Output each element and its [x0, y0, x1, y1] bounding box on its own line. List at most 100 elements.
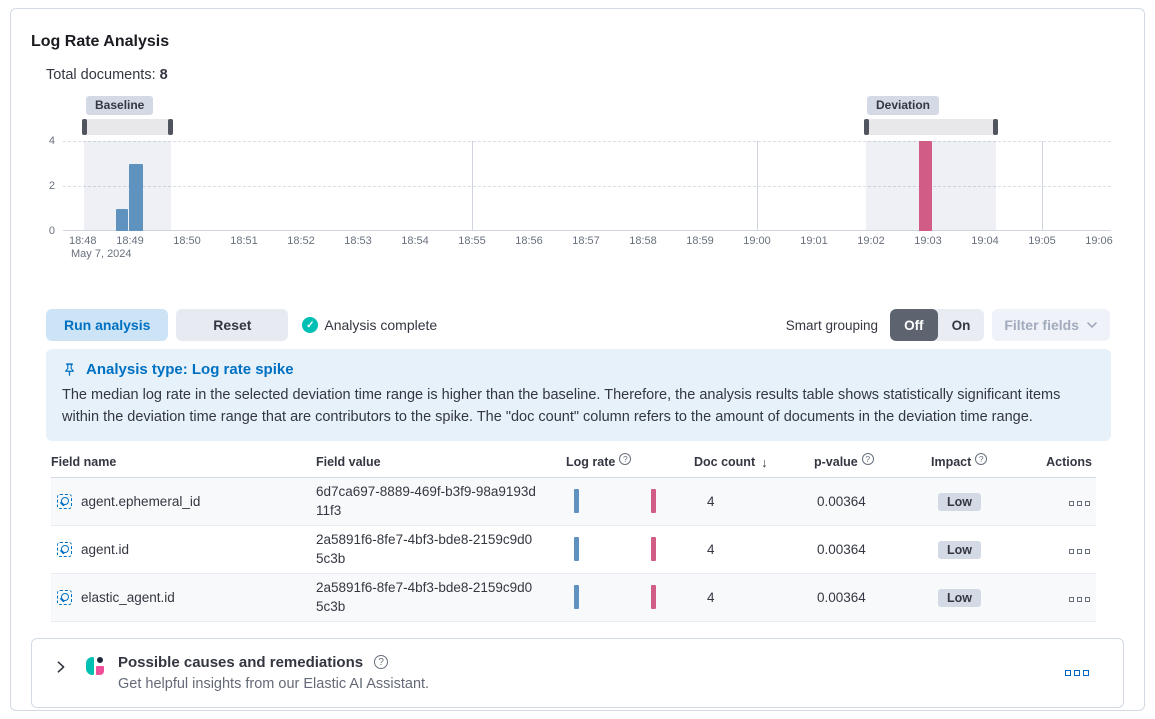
- elastic-ai-assistant-icon: [86, 656, 104, 675]
- log-rate-mini-chart: [566, 529, 694, 570]
- p-value: 0.00364: [817, 541, 866, 557]
- y-axis-tick-label: 0: [48, 225, 55, 237]
- header-field-name[interactable]: Field name: [51, 455, 117, 469]
- smart-grouping-on-button[interactable]: On: [951, 317, 971, 333]
- actions-menu-icon[interactable]: [1069, 596, 1090, 602]
- deviation-badge: Deviation: [867, 96, 940, 115]
- header-actions: Actions: [1046, 455, 1092, 469]
- total-documents: Total documents: 8: [46, 67, 1124, 83]
- impact-help-icon[interactable]: ?: [975, 453, 988, 465]
- x-tick-label: 19:04: [971, 235, 999, 247]
- header-doc-count[interactable]: Doc count ↓: [694, 454, 768, 470]
- footer-text: Possible causes and remediations ? Get h…: [118, 654, 429, 692]
- smart-grouping-off-button[interactable]: Off: [890, 309, 938, 341]
- table-row[interactable]: agent.ephemeral_id 6d7ca697-8889-469f-b3…: [51, 477, 1096, 526]
- baseline-brush-left-handle[interactable]: [82, 119, 87, 135]
- footer-title: Possible causes and remediations: [118, 653, 364, 671]
- y-axis-tick-label: 4: [48, 135, 55, 147]
- baseline-brush-right-handle[interactable]: [168, 119, 173, 135]
- deviation-brush-right-handle[interactable]: [993, 119, 998, 135]
- x-tick-label: 18:49: [116, 235, 144, 247]
- gridline-y2: [63, 186, 1111, 187]
- analysis-status: ✓ Analysis complete: [302, 317, 437, 333]
- field-name: agent.id: [81, 541, 130, 557]
- log-rate-mini-chart: [566, 481, 694, 522]
- x-tick-label: 18:59: [686, 235, 714, 247]
- footer-subtitle: Get helpful insights from our Elastic AI…: [118, 675, 430, 692]
- chevron-right-icon[interactable]: [54, 660, 68, 674]
- x-tick-label: 18:56: [515, 235, 543, 247]
- deviation-brush-left-handle[interactable]: [864, 119, 869, 135]
- reset-button[interactable]: Reset: [176, 309, 289, 341]
- right-controls: Smart grouping Off On Filter fields: [786, 309, 1124, 341]
- header-log-rate[interactable]: Log rate?: [566, 453, 694, 469]
- x-tick-label: 18:50: [173, 235, 201, 247]
- header-p-value[interactable]: p-value?: [814, 453, 931, 469]
- smart-grouping-label: Smart grouping: [785, 317, 879, 333]
- y-axis-tick-label: 2: [48, 180, 55, 192]
- x-tick-label: 18:51: [230, 235, 258, 247]
- smart-grouping-toggle: Off On: [890, 309, 985, 341]
- field-filter-icon[interactable]: [57, 541, 72, 557]
- pin-icon: [65, 363, 74, 377]
- possible-causes-panel[interactable]: Possible causes and remediations ? Get h…: [31, 637, 1124, 708]
- filter-fields-button[interactable]: Filter fields: [992, 309, 1110, 341]
- header-impact[interactable]: Impact?: [931, 453, 1041, 469]
- filter-fields-label: Filter fields: [1004, 317, 1079, 333]
- page-title: Log Rate Analysis: [31, 33, 170, 50]
- table-row[interactable]: agent.id 2a5891f6-8fe7-4bf3-bde8-2159c9d…: [51, 526, 1096, 574]
- log-rate-baseline-bar: [574, 489, 579, 514]
- results-table: Field name Field value Log rate? Doc cou…: [51, 451, 1096, 622]
- log-rate-deviation-bar: [651, 585, 656, 610]
- analysis-type-callout: Analysis type: Log rate spike The median…: [46, 349, 1111, 441]
- x-tick-label: 19:05: [1028, 235, 1056, 247]
- x-tick-label: 18:53: [344, 235, 372, 247]
- field-value: 6d7ca697-8889-469f-b3f9-98a9193d11f3: [316, 483, 536, 519]
- footer-actions-menu-icon[interactable]: [1065, 669, 1103, 676]
- doc-count: 4: [707, 541, 715, 557]
- actions-menu-icon[interactable]: [1069, 500, 1090, 506]
- x-tick-label: 19:01: [800, 235, 828, 247]
- x-tick-label: 18:58: [629, 235, 657, 247]
- x-axis-labels: May 7, 2024 18:48 18:49 18:50 18:51 18:52 18:…: [63, 235, 1123, 263]
- deviation-bar: [919, 141, 932, 231]
- impact-badge: Low: [938, 588, 981, 607]
- x-tick-label: 19:00: [743, 235, 771, 247]
- x-axis-line: [63, 230, 1111, 231]
- actions-menu-icon[interactable]: [1069, 548, 1090, 554]
- log-rate-baseline-bar: [574, 585, 579, 610]
- baseline-badge: Baseline: [86, 96, 154, 115]
- p-value-help-icon[interactable]: ?: [861, 453, 874, 465]
- x-tick-label: 18:55: [458, 235, 486, 247]
- x-tick-label: 18:57: [572, 235, 600, 247]
- table-row[interactable]: elastic_agent.id 2a5891f6-8fe7-4bf3-bde8…: [51, 573, 1096, 622]
- log-rate-baseline-bar: [574, 537, 579, 562]
- baseline-bar: [116, 208, 128, 231]
- baseline-bar: [129, 163, 143, 231]
- footer-help-icon[interactable]: ?: [374, 655, 389, 670]
- header-field-value[interactable]: Field value: [316, 455, 381, 469]
- x-tick-label: 18:52: [287, 235, 315, 247]
- log-rate-help-icon[interactable]: ?: [619, 453, 632, 465]
- deviation-brush[interactable]: [864, 119, 998, 135]
- analysis-status-label: Analysis complete: [324, 317, 438, 333]
- baseline-brush[interactable]: [82, 119, 173, 135]
- document-count-chart: Baseline Deviation 4 2 0 May 7, 2024 18:…: [31, 96, 1124, 263]
- controls-row: Run analysis Reset ✓ Analysis complete S…: [46, 309, 1124, 341]
- chart-plot[interactable]: [63, 141, 1111, 231]
- log-rate-deviation-bar: [651, 489, 656, 514]
- run-analysis-button[interactable]: Run analysis: [46, 309, 169, 341]
- p-value: 0.00364: [817, 589, 866, 605]
- x-tick-label: 18:54: [401, 235, 429, 247]
- doc-count: 4: [707, 493, 715, 509]
- sort-desc-icon: ↓: [761, 454, 768, 470]
- field-value: 2a5891f6-8fe7-4bf3-bde8-2159c9d05c3b: [316, 579, 533, 615]
- x-tick-label: 19:03: [914, 235, 942, 247]
- x-axis-date-label: May 7, 2024: [71, 248, 132, 260]
- doc-count: 4: [707, 589, 715, 605]
- field-filter-icon[interactable]: [57, 589, 72, 605]
- chevron-down-icon: [1087, 322, 1097, 328]
- table-body: agent.ephemeral_id 6d7ca697-8889-469f-b3…: [51, 477, 1096, 622]
- impact-badge: Low: [938, 540, 981, 559]
- field-filter-icon[interactable]: [57, 493, 72, 509]
